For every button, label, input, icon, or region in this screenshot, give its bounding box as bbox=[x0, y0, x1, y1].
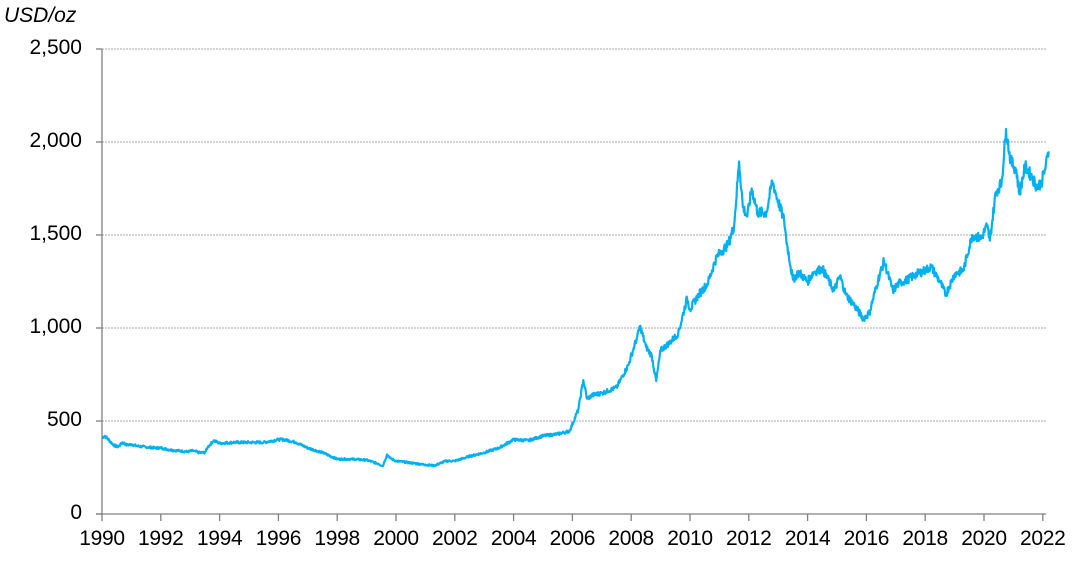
y-tick-label: 500 bbox=[46, 408, 82, 431]
y-tick-label: 2,000 bbox=[29, 129, 82, 152]
x-tick-label: 2020 bbox=[961, 527, 1007, 550]
x-tick-label: 1990 bbox=[79, 527, 125, 550]
y-tick-label: 0 bbox=[70, 501, 82, 524]
x-tick-label: 2022 bbox=[1020, 527, 1066, 550]
y-axis-unit-label: USD/oz bbox=[4, 4, 77, 27]
x-tick-label: 2018 bbox=[902, 527, 948, 550]
gold-price-line bbox=[101, 127, 1050, 468]
x-tick-label: 2010 bbox=[667, 527, 713, 550]
x-tick-label: 2016 bbox=[843, 527, 890, 550]
y-axis-tick-marks bbox=[96, 48, 102, 515]
x-tick-label: 1996 bbox=[255, 527, 302, 550]
x-tick-label: 2006 bbox=[549, 527, 596, 550]
x-tick-label: 1998 bbox=[314, 527, 360, 550]
x-tick-label: 2008 bbox=[608, 527, 654, 550]
x-axis-tick-marks bbox=[101, 514, 1044, 521]
x-tick-label: 1992 bbox=[138, 527, 184, 550]
y-tick-label: 1,500 bbox=[29, 222, 82, 245]
x-tick-label: 1994 bbox=[196, 527, 243, 550]
y-tick-label: 2,500 bbox=[29, 36, 82, 59]
gridlines bbox=[102, 48, 1046, 422]
x-tick-label: 2012 bbox=[726, 527, 772, 550]
x-tick-label: 2014 bbox=[784, 527, 831, 550]
x-tick-label: 2002 bbox=[432, 527, 478, 550]
x-tick-label: 2000 bbox=[373, 527, 419, 550]
y-tick-label: 1,000 bbox=[29, 315, 82, 338]
x-tick-label: 2004 bbox=[490, 527, 537, 550]
